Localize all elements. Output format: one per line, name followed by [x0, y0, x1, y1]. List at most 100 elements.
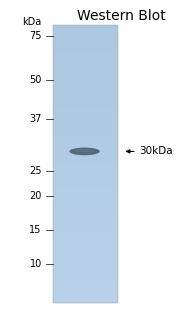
Bar	[53, 152, 118, 153]
Bar	[53, 256, 118, 257]
Bar	[53, 285, 118, 286]
Bar	[53, 269, 118, 270]
Bar	[53, 59, 118, 60]
Bar	[53, 175, 118, 176]
Bar	[53, 75, 118, 76]
Bar	[53, 286, 118, 287]
Bar	[53, 78, 118, 79]
Bar	[53, 219, 118, 220]
Bar	[53, 95, 118, 96]
Bar	[53, 234, 118, 235]
Bar	[53, 125, 118, 126]
Bar	[53, 53, 118, 54]
Bar	[53, 167, 118, 168]
Bar	[53, 267, 118, 268]
Bar	[53, 94, 118, 95]
Bar	[53, 79, 118, 80]
Bar	[53, 233, 118, 234]
Bar	[53, 65, 118, 66]
Bar	[53, 238, 118, 239]
Bar	[53, 282, 118, 283]
Bar	[53, 158, 118, 159]
Bar	[53, 120, 118, 121]
Bar	[53, 45, 118, 46]
Bar	[53, 272, 118, 273]
Bar	[53, 255, 118, 256]
Bar	[53, 184, 118, 185]
Bar	[53, 246, 118, 247]
Bar	[53, 138, 118, 139]
Bar	[53, 119, 118, 120]
Bar	[53, 250, 118, 251]
Bar	[53, 196, 118, 197]
Bar	[53, 181, 118, 182]
Bar	[53, 235, 118, 236]
Bar	[53, 98, 118, 99]
Bar	[53, 77, 118, 78]
Bar	[53, 137, 118, 138]
Bar	[53, 297, 118, 298]
Bar	[53, 227, 118, 228]
Bar	[53, 179, 118, 180]
Bar	[53, 164, 118, 165]
Bar	[53, 251, 118, 252]
Bar	[53, 44, 118, 45]
Bar	[53, 87, 118, 88]
Bar	[53, 67, 118, 68]
Bar	[53, 262, 118, 263]
Bar	[53, 212, 118, 213]
Bar	[53, 107, 118, 108]
Bar	[53, 301, 118, 302]
Bar	[53, 92, 118, 93]
Bar	[53, 230, 118, 231]
Bar	[53, 118, 118, 119]
Bar	[53, 197, 118, 198]
Bar	[53, 201, 118, 202]
Bar	[53, 203, 118, 204]
Bar	[53, 33, 118, 34]
Bar	[53, 69, 118, 70]
Bar	[53, 162, 118, 163]
Bar	[53, 204, 118, 205]
Ellipse shape	[69, 147, 100, 155]
Bar	[53, 294, 118, 295]
Bar	[53, 103, 118, 104]
Bar	[53, 150, 118, 151]
Bar	[53, 165, 118, 166]
Bar	[53, 146, 118, 147]
Bar	[53, 29, 118, 30]
Bar	[53, 140, 118, 141]
Bar	[53, 56, 118, 57]
Bar	[53, 135, 118, 136]
Bar	[53, 180, 118, 181]
Bar	[53, 46, 118, 47]
Text: 15: 15	[29, 225, 42, 235]
Bar	[53, 224, 118, 225]
Bar	[53, 39, 118, 40]
Bar	[53, 278, 118, 279]
Text: 50: 50	[29, 75, 42, 85]
Text: kDa: kDa	[23, 17, 42, 27]
Bar	[53, 73, 118, 74]
Bar	[53, 143, 118, 144]
Bar	[53, 113, 118, 114]
Bar	[53, 280, 118, 281]
Bar	[53, 90, 118, 91]
Bar	[53, 193, 118, 194]
Bar	[53, 55, 118, 56]
Bar	[53, 268, 118, 269]
Bar	[53, 62, 118, 63]
Bar	[53, 169, 118, 170]
Bar	[53, 100, 118, 101]
Bar	[53, 248, 118, 249]
Bar	[53, 189, 118, 190]
Bar	[53, 42, 118, 43]
Bar	[53, 270, 118, 271]
Bar	[53, 34, 118, 35]
Bar	[53, 177, 118, 178]
Bar	[53, 74, 118, 75]
Text: 75: 75	[29, 31, 42, 40]
Bar	[53, 127, 118, 128]
Bar	[53, 147, 118, 148]
Bar	[53, 237, 118, 238]
